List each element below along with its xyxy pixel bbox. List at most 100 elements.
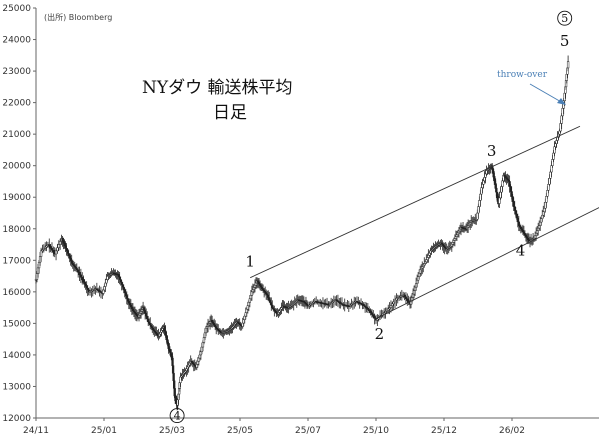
candle-body [58, 241, 62, 245]
candle-body [366, 307, 369, 310]
wave-label-2: 2 [375, 325, 385, 343]
price-series [34, 55, 570, 411]
candle-body [370, 312, 374, 315]
x-tick-label: 26/02 [499, 426, 525, 436]
candle-body [57, 244, 60, 248]
wave-label-1: 1 [245, 253, 255, 271]
candle-body [383, 312, 386, 315]
candle-body [99, 291, 103, 293]
y-tick-label: 24000 [2, 36, 31, 46]
wave-label-3: 3 [487, 142, 497, 160]
candle-body [335, 299, 338, 301]
wave-label-4: 4 [516, 242, 526, 260]
channel-line [375, 207, 599, 320]
chart-title: NYダウ 輸送株平均 [142, 78, 293, 98]
candle-body [339, 302, 342, 304]
wave-label-5: 5 [560, 32, 570, 50]
wave-labels: 1 2 3 4 4 5 5 [169, 10, 573, 424]
candle-body [50, 248, 54, 251]
candle-body [365, 306, 368, 309]
candle-body [384, 311, 387, 313]
candle-body [56, 247, 59, 252]
y-tick-label: 16000 [2, 288, 31, 298]
x-tick-label: 24/11 [23, 426, 49, 436]
candle-body [566, 61, 570, 69]
candle-body [393, 299, 397, 303]
candle-body [78, 272, 81, 276]
candle-body [369, 310, 372, 313]
y-tick-label: 20000 [2, 162, 31, 172]
source-label: (出所) Bloomberg [44, 12, 112, 22]
candle-body [372, 314, 375, 317]
candle-body [363, 305, 367, 308]
wave-circle [169, 408, 185, 424]
candle-body [312, 302, 315, 304]
candle-body [54, 250, 58, 255]
candle-body [52, 249, 55, 253]
x-axis: 24/11 25/01 25/03 25/05 25/07 25/10 25/12 26/02 [23, 417, 599, 436]
candle-body [391, 303, 394, 306]
candle-body [351, 302, 355, 305]
candle-body [350, 303, 353, 306]
wave-label-text: 5 [561, 12, 568, 25]
candle-body [97, 289, 100, 291]
y-tick-label: 19000 [2, 193, 31, 203]
candle-body [81, 277, 84, 281]
candle-body [376, 318, 379, 321]
trend-channel [250, 125, 599, 320]
x-tick-label: 25/10 [363, 426, 389, 436]
candle-body [389, 305, 393, 308]
candle-body [368, 309, 371, 312]
candle-body [373, 316, 376, 319]
y-tick-label: 12000 [2, 414, 31, 424]
candle-body [406, 298, 409, 301]
y-tick-label: 18000 [2, 225, 31, 235]
y-tick-label: 13000 [2, 382, 31, 392]
candle-body [45, 245, 48, 248]
candle-body [328, 303, 331, 305]
x-tick-label: 25/12 [431, 426, 457, 436]
wave-label-circled-5: 5 [557, 10, 573, 26]
candle-body [75, 268, 78, 271]
wave-label-circled-4: 4 [169, 408, 185, 424]
candle-body [385, 309, 389, 312]
candle-body [353, 302, 356, 304]
wave-circle [557, 10, 573, 26]
candle-body [338, 301, 341, 303]
candle-body [98, 290, 101, 292]
candle-body [48, 244, 51, 247]
candle-body [79, 274, 83, 278]
candle-body [310, 302, 314, 305]
x-tick-label: 25/03 [159, 426, 185, 436]
candle-body [404, 296, 408, 300]
candle-body [362, 304, 365, 306]
candle-body [331, 301, 334, 303]
y-axis: 12000 13000 14000 15000 16000 17000 18000 19000… [2, 4, 37, 424]
candle-body [44, 246, 47, 249]
candle-body [329, 302, 333, 304]
y-tick-label: 21000 [2, 130, 31, 140]
x-tick-label: 25/05 [227, 426, 253, 436]
candle-body [42, 248, 45, 250]
channel-line [250, 125, 581, 279]
x-tick-label: 25/01 [91, 426, 117, 436]
candle-body [39, 250, 43, 257]
y-tick-label: 17000 [2, 256, 31, 266]
candle-body [387, 308, 390, 311]
throw-over-annotation: throw-over [497, 70, 548, 80]
candle-body [332, 300, 335, 302]
candle-body [336, 300, 340, 302]
candle-body [49, 246, 52, 249]
candle-body [349, 304, 352, 307]
y-tick-label: 22000 [2, 99, 31, 109]
candle-body [392, 301, 395, 305]
candle-body [388, 307, 391, 310]
annotation-arrow [529, 83, 566, 105]
candle-body [95, 288, 99, 290]
candle-body [340, 303, 344, 305]
candle-body [308, 304, 311, 307]
wave-label-text: 4 [174, 410, 181, 423]
y-tick-label: 15000 [2, 319, 31, 329]
candle-body [87, 289, 90, 293]
